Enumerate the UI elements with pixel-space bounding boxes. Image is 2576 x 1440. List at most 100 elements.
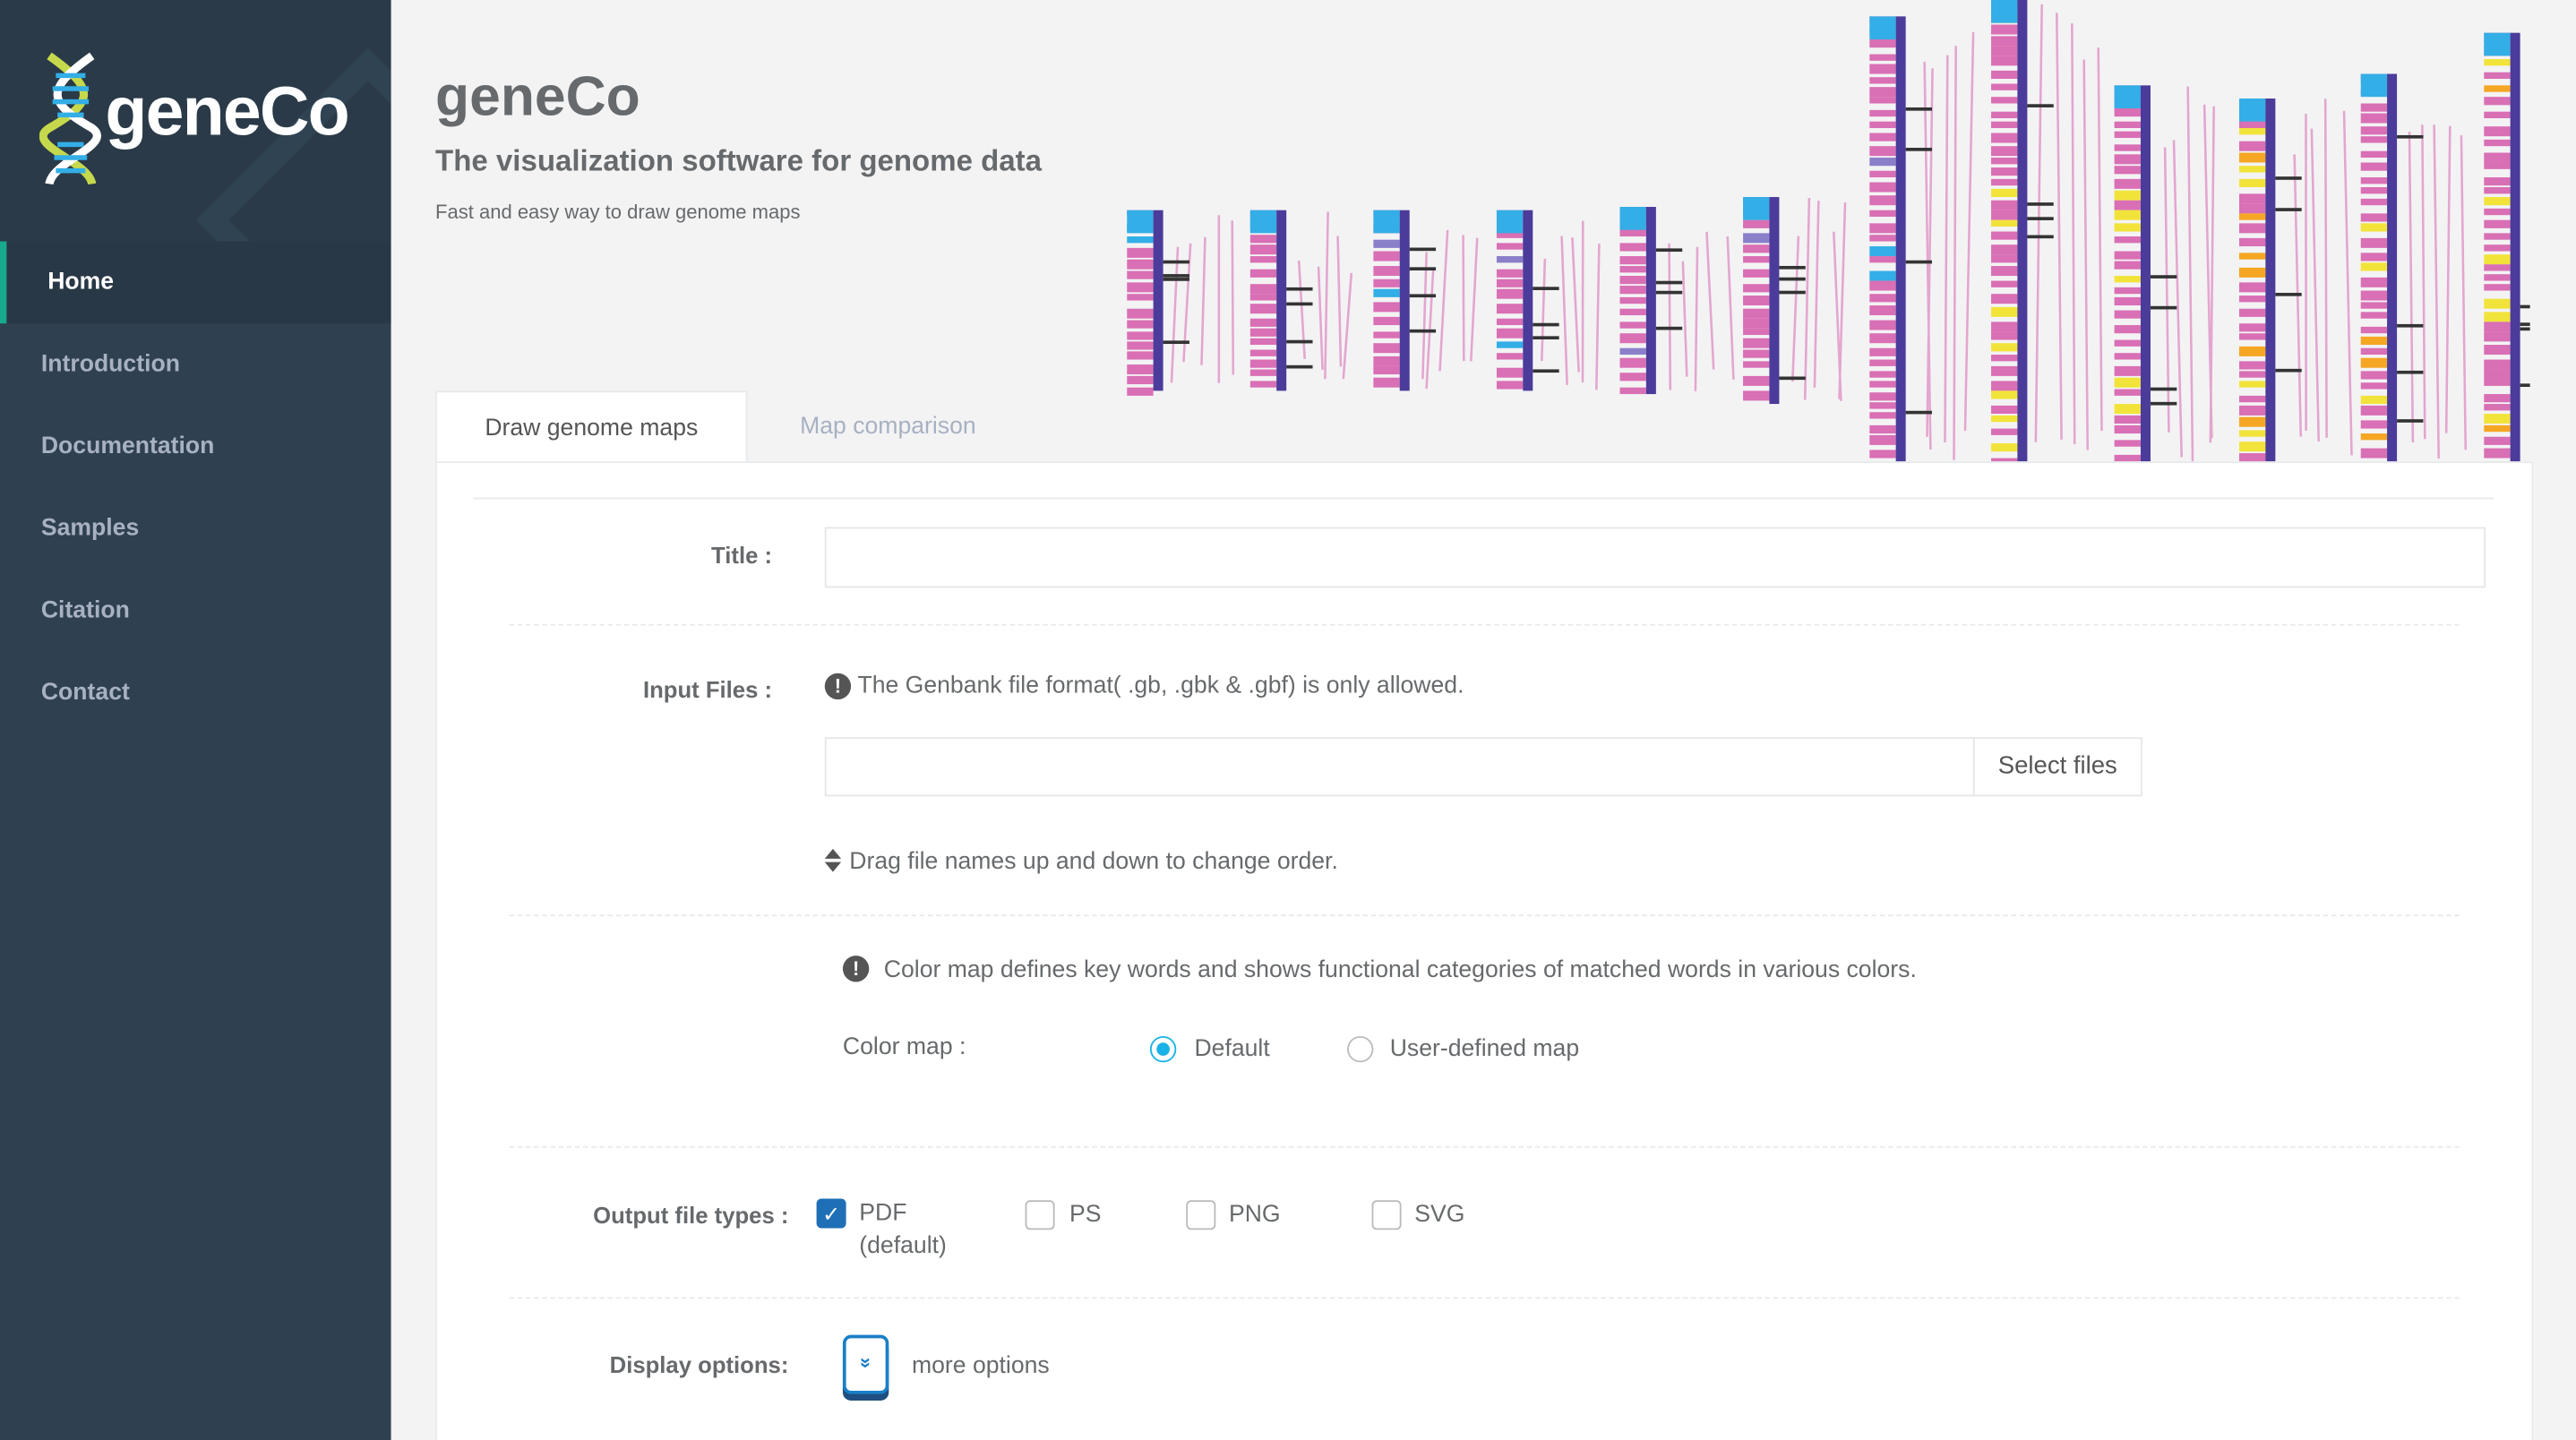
gene-block [1127, 364, 1154, 375]
gene-block [1991, 178, 2018, 186]
gene-block [1869, 195, 1896, 206]
gene-block [2360, 162, 2388, 171]
gene-block [2238, 99, 2266, 122]
gene-block [1991, 458, 2018, 464]
gene-marker [2520, 304, 2530, 309]
logo-area: geneCo [0, 0, 391, 242]
gene-block [2114, 310, 2141, 319]
gene-marker [1779, 277, 1806, 281]
color-map-user-defined-label[interactable]: User-defined map [1389, 1035, 1580, 1063]
gene-block [1991, 381, 2018, 391]
gene-block [1127, 308, 1154, 319]
gene-block [2238, 237, 2266, 247]
gene-marker [2520, 383, 2530, 388]
gene-block [1869, 434, 1896, 445]
gene-block [1249, 304, 1277, 314]
gene-block [2114, 296, 2141, 306]
gene-block [1743, 244, 1770, 253]
ps-label[interactable]: PS [1069, 1202, 1102, 1229]
gene-block [2238, 346, 2266, 356]
gene-block [1991, 146, 2018, 157]
sidebar-item-documentation[interactable]: Documentation [40, 433, 215, 460]
gene-block [1496, 279, 1524, 287]
png-checkbox[interactable] [1186, 1200, 1216, 1230]
svg-label[interactable]: SVG [1414, 1202, 1465, 1229]
link-line [1926, 68, 1934, 437]
gene-block [1869, 280, 1896, 291]
gene-block [1869, 305, 1896, 316]
tab-map-comparison[interactable]: Map comparison [800, 414, 976, 441]
link-line [1813, 201, 1820, 388]
more-options-label[interactable]: more options [911, 1352, 1050, 1380]
gene-block [1619, 207, 1646, 230]
pdf-label[interactable]: PDF [859, 1200, 907, 1227]
input-files-note: The Genbank file format( .gb, .gbk & .gb… [857, 673, 1464, 700]
chromosome-bar [1769, 197, 1780, 405]
gene-block [2360, 213, 2388, 222]
gene-marker [1286, 287, 1313, 291]
ps-checkbox[interactable] [1025, 1200, 1055, 1230]
pdf-checkbox[interactable]: ✓ [816, 1198, 846, 1229]
color-map-user-defined-radio[interactable] [1347, 1035, 1374, 1063]
gene-block [2114, 404, 2141, 415]
gene-marker [2027, 235, 2054, 239]
gene-block [1743, 349, 1770, 358]
title-input[interactable] [824, 527, 2486, 588]
page-tagline: Fast and easy way to draw genome maps [435, 200, 801, 224]
gene-block [2360, 177, 2388, 184]
link-line [1726, 236, 1735, 380]
gene-block [1869, 333, 1896, 344]
gene-block [1496, 341, 1524, 348]
output-file-types-label: Output file types : [593, 1202, 789, 1229]
gene-marker [2397, 370, 2424, 374]
gene-block [2114, 178, 2141, 189]
tab-draw-genome-maps[interactable]: Draw genome maps [435, 390, 748, 465]
gene-block [1991, 443, 2018, 452]
sidebar-item-home[interactable]: Home [0, 241, 391, 324]
gene-block [2484, 331, 2511, 342]
gene-block [2360, 223, 2388, 232]
link-line [2172, 140, 2183, 458]
gene-block [2114, 85, 2141, 109]
chromosome-bar [1523, 210, 1533, 391]
link-line [1571, 237, 1580, 373]
link-line [2186, 86, 2194, 463]
sidebar-item-samples[interactable]: Samples [40, 515, 140, 543]
color-map-default-radio[interactable] [1149, 1035, 1177, 1063]
select-files-button[interactable]: Select files [1972, 737, 2142, 797]
link-line [1681, 261, 1688, 377]
sidebar-item-introduction[interactable]: Introduction [40, 351, 180, 378]
page-title: geneCo [435, 65, 640, 129]
gene-block [1743, 318, 1770, 329]
gene-block [2484, 219, 2511, 228]
link-line [1425, 268, 1435, 389]
sidebar-item-contact[interactable]: Contact [40, 680, 130, 707]
chromosome-bar [1399, 210, 1410, 391]
link-line [2460, 134, 2468, 450]
sidebar-item-citation[interactable]: Citation [40, 597, 130, 624]
link-line [1838, 201, 1847, 399]
gene-block [2238, 323, 2266, 332]
divider [509, 1145, 2460, 1148]
gene-block [1496, 328, 1524, 339]
chevron-double-down-icon: » [854, 1357, 878, 1368]
gene-block [1496, 304, 1524, 314]
link-line [2097, 47, 2103, 432]
gene-block [2114, 131, 2141, 139]
logo-text[interactable]: geneCo [105, 72, 349, 150]
png-label[interactable]: PNG [1228, 1202, 1281, 1229]
gene-block [2484, 321, 2511, 332]
gene-block [1869, 158, 1896, 167]
gene-block [1249, 369, 1277, 376]
gene-block [1991, 405, 2018, 415]
gene-block [1619, 256, 1646, 265]
gene-block [2484, 197, 2511, 206]
gene-block [1619, 227, 1646, 237]
gene-block [2484, 32, 2511, 56]
link-line [1438, 229, 1449, 372]
svg-checkbox[interactable] [1371, 1200, 1402, 1230]
color-map-default-label[interactable]: Default [1194, 1035, 1270, 1063]
link-line [1317, 266, 1324, 370]
files-input[interactable] [824, 737, 1975, 797]
more-options-button[interactable]: » [842, 1334, 889, 1394]
